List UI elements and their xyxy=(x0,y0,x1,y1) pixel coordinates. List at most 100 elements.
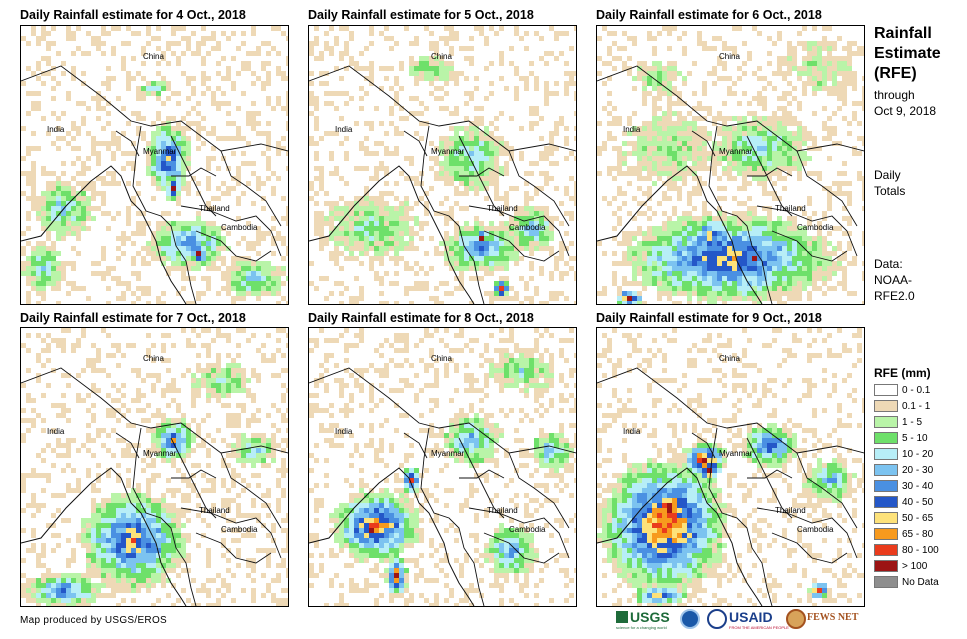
country-border xyxy=(21,367,288,454)
legend-swatch xyxy=(874,384,898,396)
country-border xyxy=(170,135,217,217)
country-border xyxy=(508,452,570,529)
legend-label: 65 - 80 xyxy=(902,528,934,540)
country-border xyxy=(171,469,217,479)
place-label-china: China xyxy=(143,354,164,363)
country-border xyxy=(756,205,858,257)
data-source-text: Data: NOAA- RFE2.0 xyxy=(874,256,915,304)
country-border xyxy=(180,507,282,559)
country-border xyxy=(459,469,505,479)
panel-title-3: Daily Rainfall estimate for 6 Oct., 2018 xyxy=(596,8,822,22)
legend-item: No Data xyxy=(874,575,939,589)
usgs-tagline: science for a changing world xyxy=(616,625,667,630)
country-border xyxy=(309,367,576,454)
rainfall-map-svg: China India Myanmar Thailand Cambodia xyxy=(597,26,864,304)
place-label-thailand: Thailand xyxy=(487,204,518,213)
rainfall-map-svg: China India Myanmar Thailand Cambodia xyxy=(21,26,288,304)
usaid-logo: USAID FROM THE AMERICAN PEOPLE xyxy=(729,609,789,630)
data-source-line2: RFE2.0 xyxy=(874,289,915,303)
country-border xyxy=(771,230,848,262)
rainfall-field xyxy=(309,328,576,606)
sidebar-title: Rainfall Estimate (RFE) xyxy=(874,24,941,84)
country-border xyxy=(21,65,288,152)
legend-label: 5 - 10 xyxy=(902,432,928,444)
country-border xyxy=(771,532,848,564)
sidebar-title-line3: (RFE) xyxy=(874,65,917,82)
place-label-myanmar: Myanmar xyxy=(143,147,177,156)
place-label-china: China xyxy=(719,52,740,61)
country-border xyxy=(171,167,217,177)
country-border xyxy=(132,125,197,304)
rainfall-field xyxy=(597,26,864,304)
country-border xyxy=(309,65,576,152)
place-label-india: India xyxy=(623,427,641,436)
country-border xyxy=(115,432,140,459)
legend-item: > 100 xyxy=(874,559,927,573)
rainfall-map-8-oct: China India Myanmar Thailand Cambodia xyxy=(308,327,577,607)
place-label-china: China xyxy=(431,52,452,61)
through-date: Oct 9, 2018 xyxy=(874,104,937,118)
country-border xyxy=(195,230,272,262)
country-border xyxy=(796,150,858,227)
rainfall-map-6-oct: China India Myanmar Thailand Cambodia xyxy=(596,25,865,305)
place-label-india: India xyxy=(47,125,65,134)
through-label: through xyxy=(874,88,915,102)
legend-swatch xyxy=(874,432,898,444)
country-border xyxy=(508,150,570,227)
legend-label: 0.1 - 1 xyxy=(902,400,931,412)
legend-swatch xyxy=(874,400,898,412)
legend-item: 5 - 10 xyxy=(874,431,928,445)
place-label-cambodia: Cambodia xyxy=(509,223,546,232)
country-border xyxy=(170,437,217,519)
daily-label: Daily xyxy=(874,168,901,182)
country-border xyxy=(403,432,428,459)
panel-title-1: Daily Rainfall estimate for 4 Oct., 2018 xyxy=(20,8,246,22)
legend-label: 50 - 65 xyxy=(902,512,934,524)
place-label-cambodia: Cambodia xyxy=(797,223,834,232)
legend-item: 10 - 20 xyxy=(874,447,933,461)
country-border xyxy=(746,437,793,519)
rainfall-field xyxy=(21,328,288,606)
country-border xyxy=(420,125,485,304)
rainfall-map-4-oct: China India Myanmar Thailand Cambodia xyxy=(20,25,289,305)
panel-title-4: Daily Rainfall estimate for 7 Oct., 2018 xyxy=(20,311,246,325)
coastline xyxy=(21,467,187,606)
country-border xyxy=(756,507,858,559)
country-border xyxy=(132,427,197,606)
rainfall-field xyxy=(21,26,288,304)
country-border xyxy=(220,150,282,227)
place-label-india: India xyxy=(335,125,353,134)
through-text: through Oct 9, 2018 xyxy=(874,87,936,119)
panel-title-2: Daily Rainfall estimate for 5 Oct., 2018 xyxy=(308,8,534,22)
country-border xyxy=(468,205,570,257)
place-label-china: China xyxy=(719,354,740,363)
country-border xyxy=(691,130,716,157)
map-credit: Map produced by USGS/EROS xyxy=(20,615,168,626)
coastline xyxy=(309,467,475,606)
country-border xyxy=(483,532,560,564)
place-label-myanmar: Myanmar xyxy=(719,147,753,156)
panel-title-6: Daily Rainfall estimate for 9 Oct., 2018 xyxy=(596,311,822,325)
country-border xyxy=(597,367,864,454)
country-border xyxy=(459,167,505,177)
legend-label: No Data xyxy=(902,576,939,588)
country-border xyxy=(691,432,716,459)
rainfall-map-svg: China India Myanmar Thailand Cambodia xyxy=(309,328,576,606)
legend-item: 50 - 65 xyxy=(874,511,933,525)
country-border xyxy=(468,507,570,559)
place-label-cambodia: Cambodia xyxy=(509,525,546,534)
data-source-line1: NOAA- xyxy=(874,273,913,287)
legend-label: 1 - 5 xyxy=(902,416,923,428)
country-border xyxy=(420,427,485,606)
fews-net-logo: FEWS NET xyxy=(807,612,859,623)
coastline xyxy=(597,165,763,304)
coastline xyxy=(309,165,475,304)
legend-item: 1 - 5 xyxy=(874,415,922,429)
sidebar-title-line1: Rainfall xyxy=(874,25,932,42)
country-border xyxy=(180,205,282,257)
country-border xyxy=(796,452,858,529)
country-border xyxy=(747,469,793,479)
usgs-logo: USGS science for a changing world xyxy=(616,609,676,630)
rainfall-field xyxy=(309,26,576,304)
rainfall-map-svg: China India Myanmar Thailand Cambodia xyxy=(21,328,288,606)
